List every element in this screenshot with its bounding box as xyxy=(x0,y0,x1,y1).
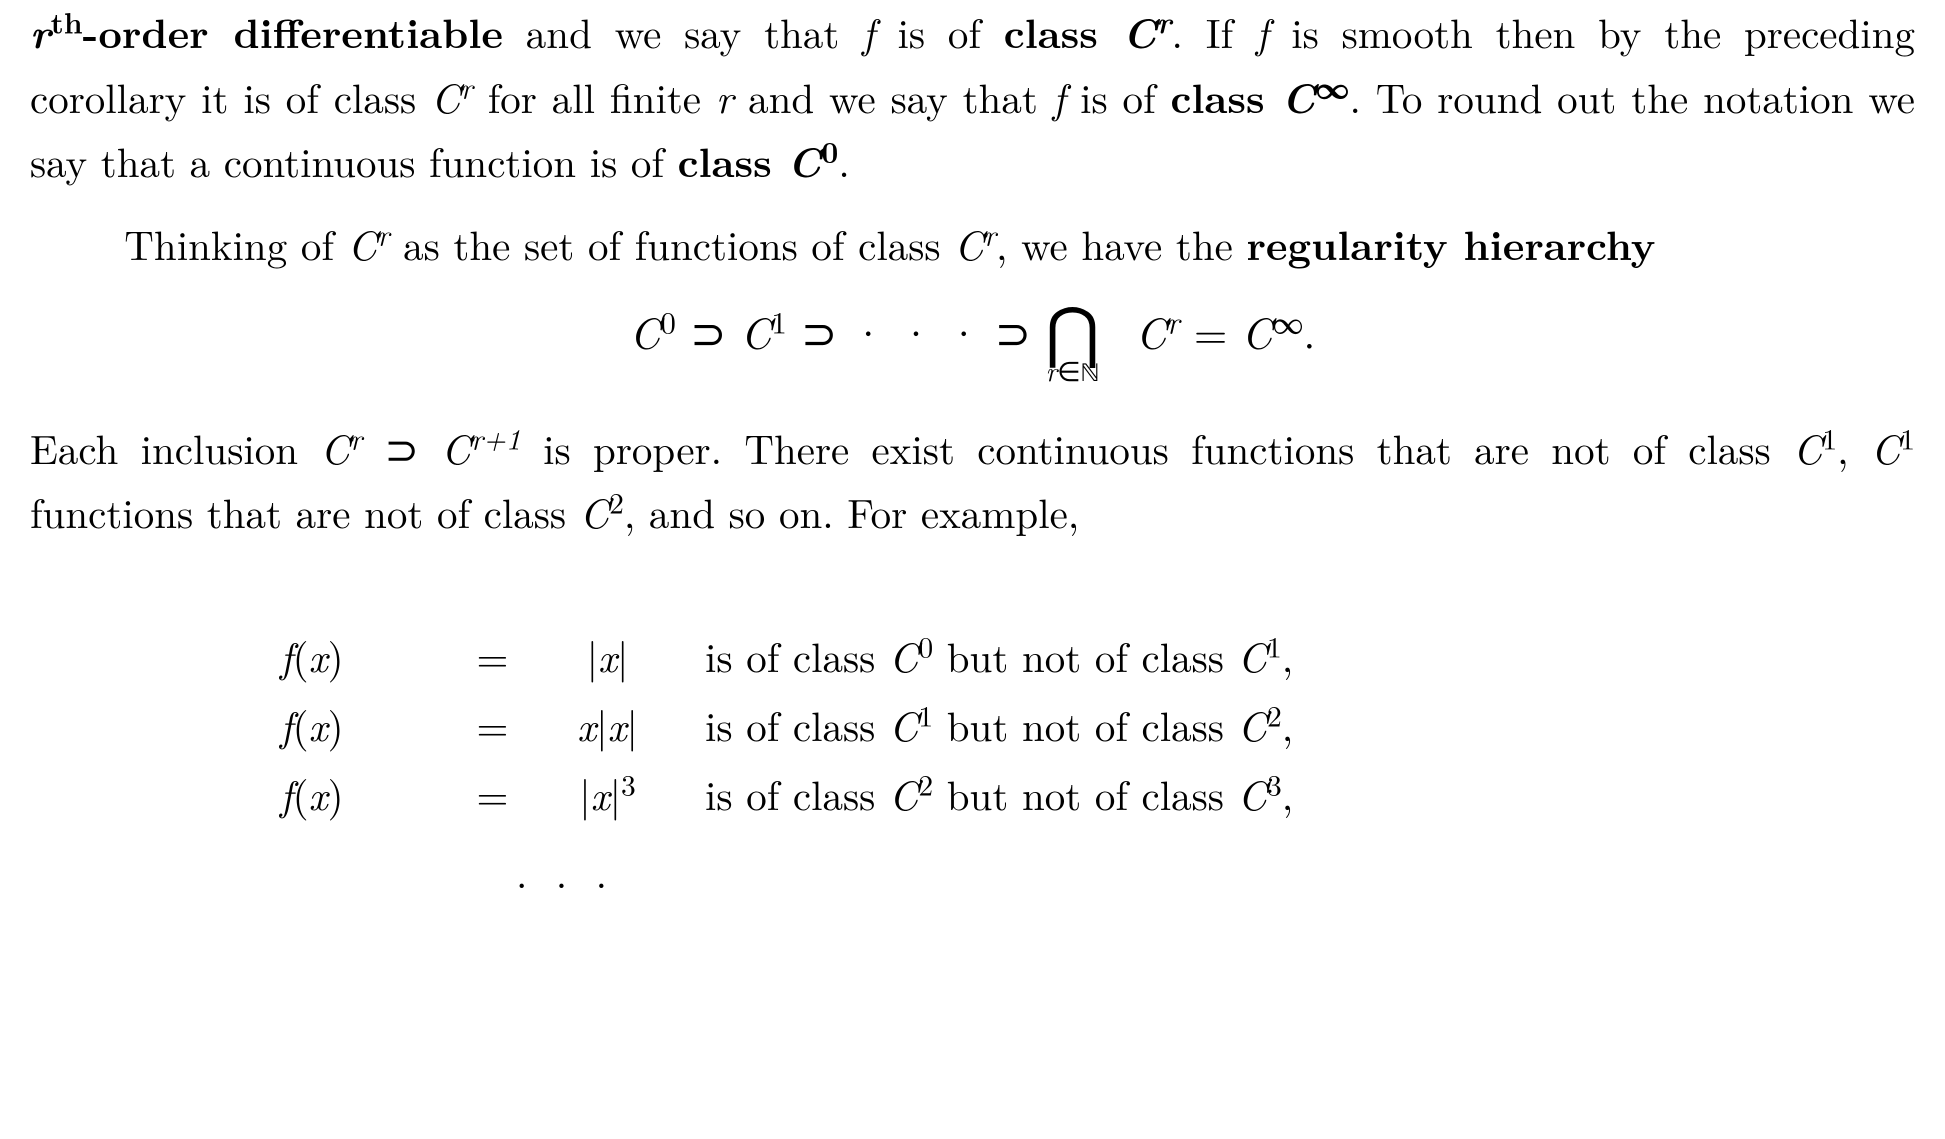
term-class-c0: class C0 xyxy=(678,132,839,190)
example-row: f(x) = x|x| is of class C1 but not of cl… xyxy=(280,690,1915,759)
intersection-symbol: ⋂ r∈ℕ xyxy=(1045,298,1100,388)
ellipsis: . . . xyxy=(280,840,1915,904)
term-rth-order-differentiable: rth-order differentiable xyxy=(30,3,503,61)
term-class-cinf: class C∞ xyxy=(1170,68,1349,126)
term-class-cr: class Cr xyxy=(1004,3,1172,61)
example-row: f(x) = |x|3 is of class C2 but not of cl… xyxy=(280,759,1915,828)
regularity-hierarchy-equation: C0 ⊃ C1 ⊃ · · · ⊃ ⋂ r∈ℕ Cr = C∞. xyxy=(30,298,1915,388)
paragraph-1: rth-order differentiable and we say that… xyxy=(30,0,1915,194)
example-row: f(x) = |x| is of class C0 but not of cla… xyxy=(280,621,1915,690)
paragraph-3: Each inclusion Cr ⊃ Cr+1 is proper. Ther… xyxy=(30,416,1915,543)
paragraph-2: Thinking of Cr as the set of functions o… xyxy=(30,212,1915,277)
examples-block: f(x) = |x| is of class C0 but not of cla… xyxy=(280,621,1915,903)
term-regularity-hierarchy: regularity hierarchy xyxy=(1247,215,1656,273)
